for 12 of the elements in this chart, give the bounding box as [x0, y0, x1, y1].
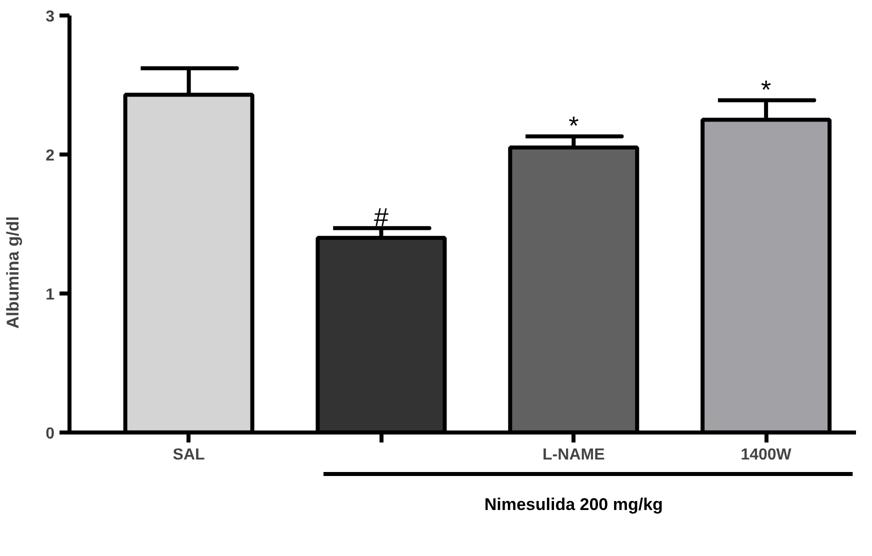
data-label: # — [374, 202, 389, 232]
data-label: * — [568, 110, 579, 140]
x-tick-label: 1400W — [740, 446, 792, 464]
x-tick-label: L-NAME — [542, 446, 606, 464]
y-tick-label: 2 — [46, 147, 55, 164]
y-axis-title: Albumina g/dl — [4, 216, 23, 329]
y-tick-label: 0 — [46, 425, 55, 442]
text: Nimesulida 200 mg/kg — [484, 494, 663, 514]
x-tick-label: SAL — [172, 446, 206, 464]
y-tick-label: 1 — [46, 286, 55, 304]
y-tick-label: 3 — [46, 8, 55, 26]
data-label: * — [761, 74, 772, 104]
